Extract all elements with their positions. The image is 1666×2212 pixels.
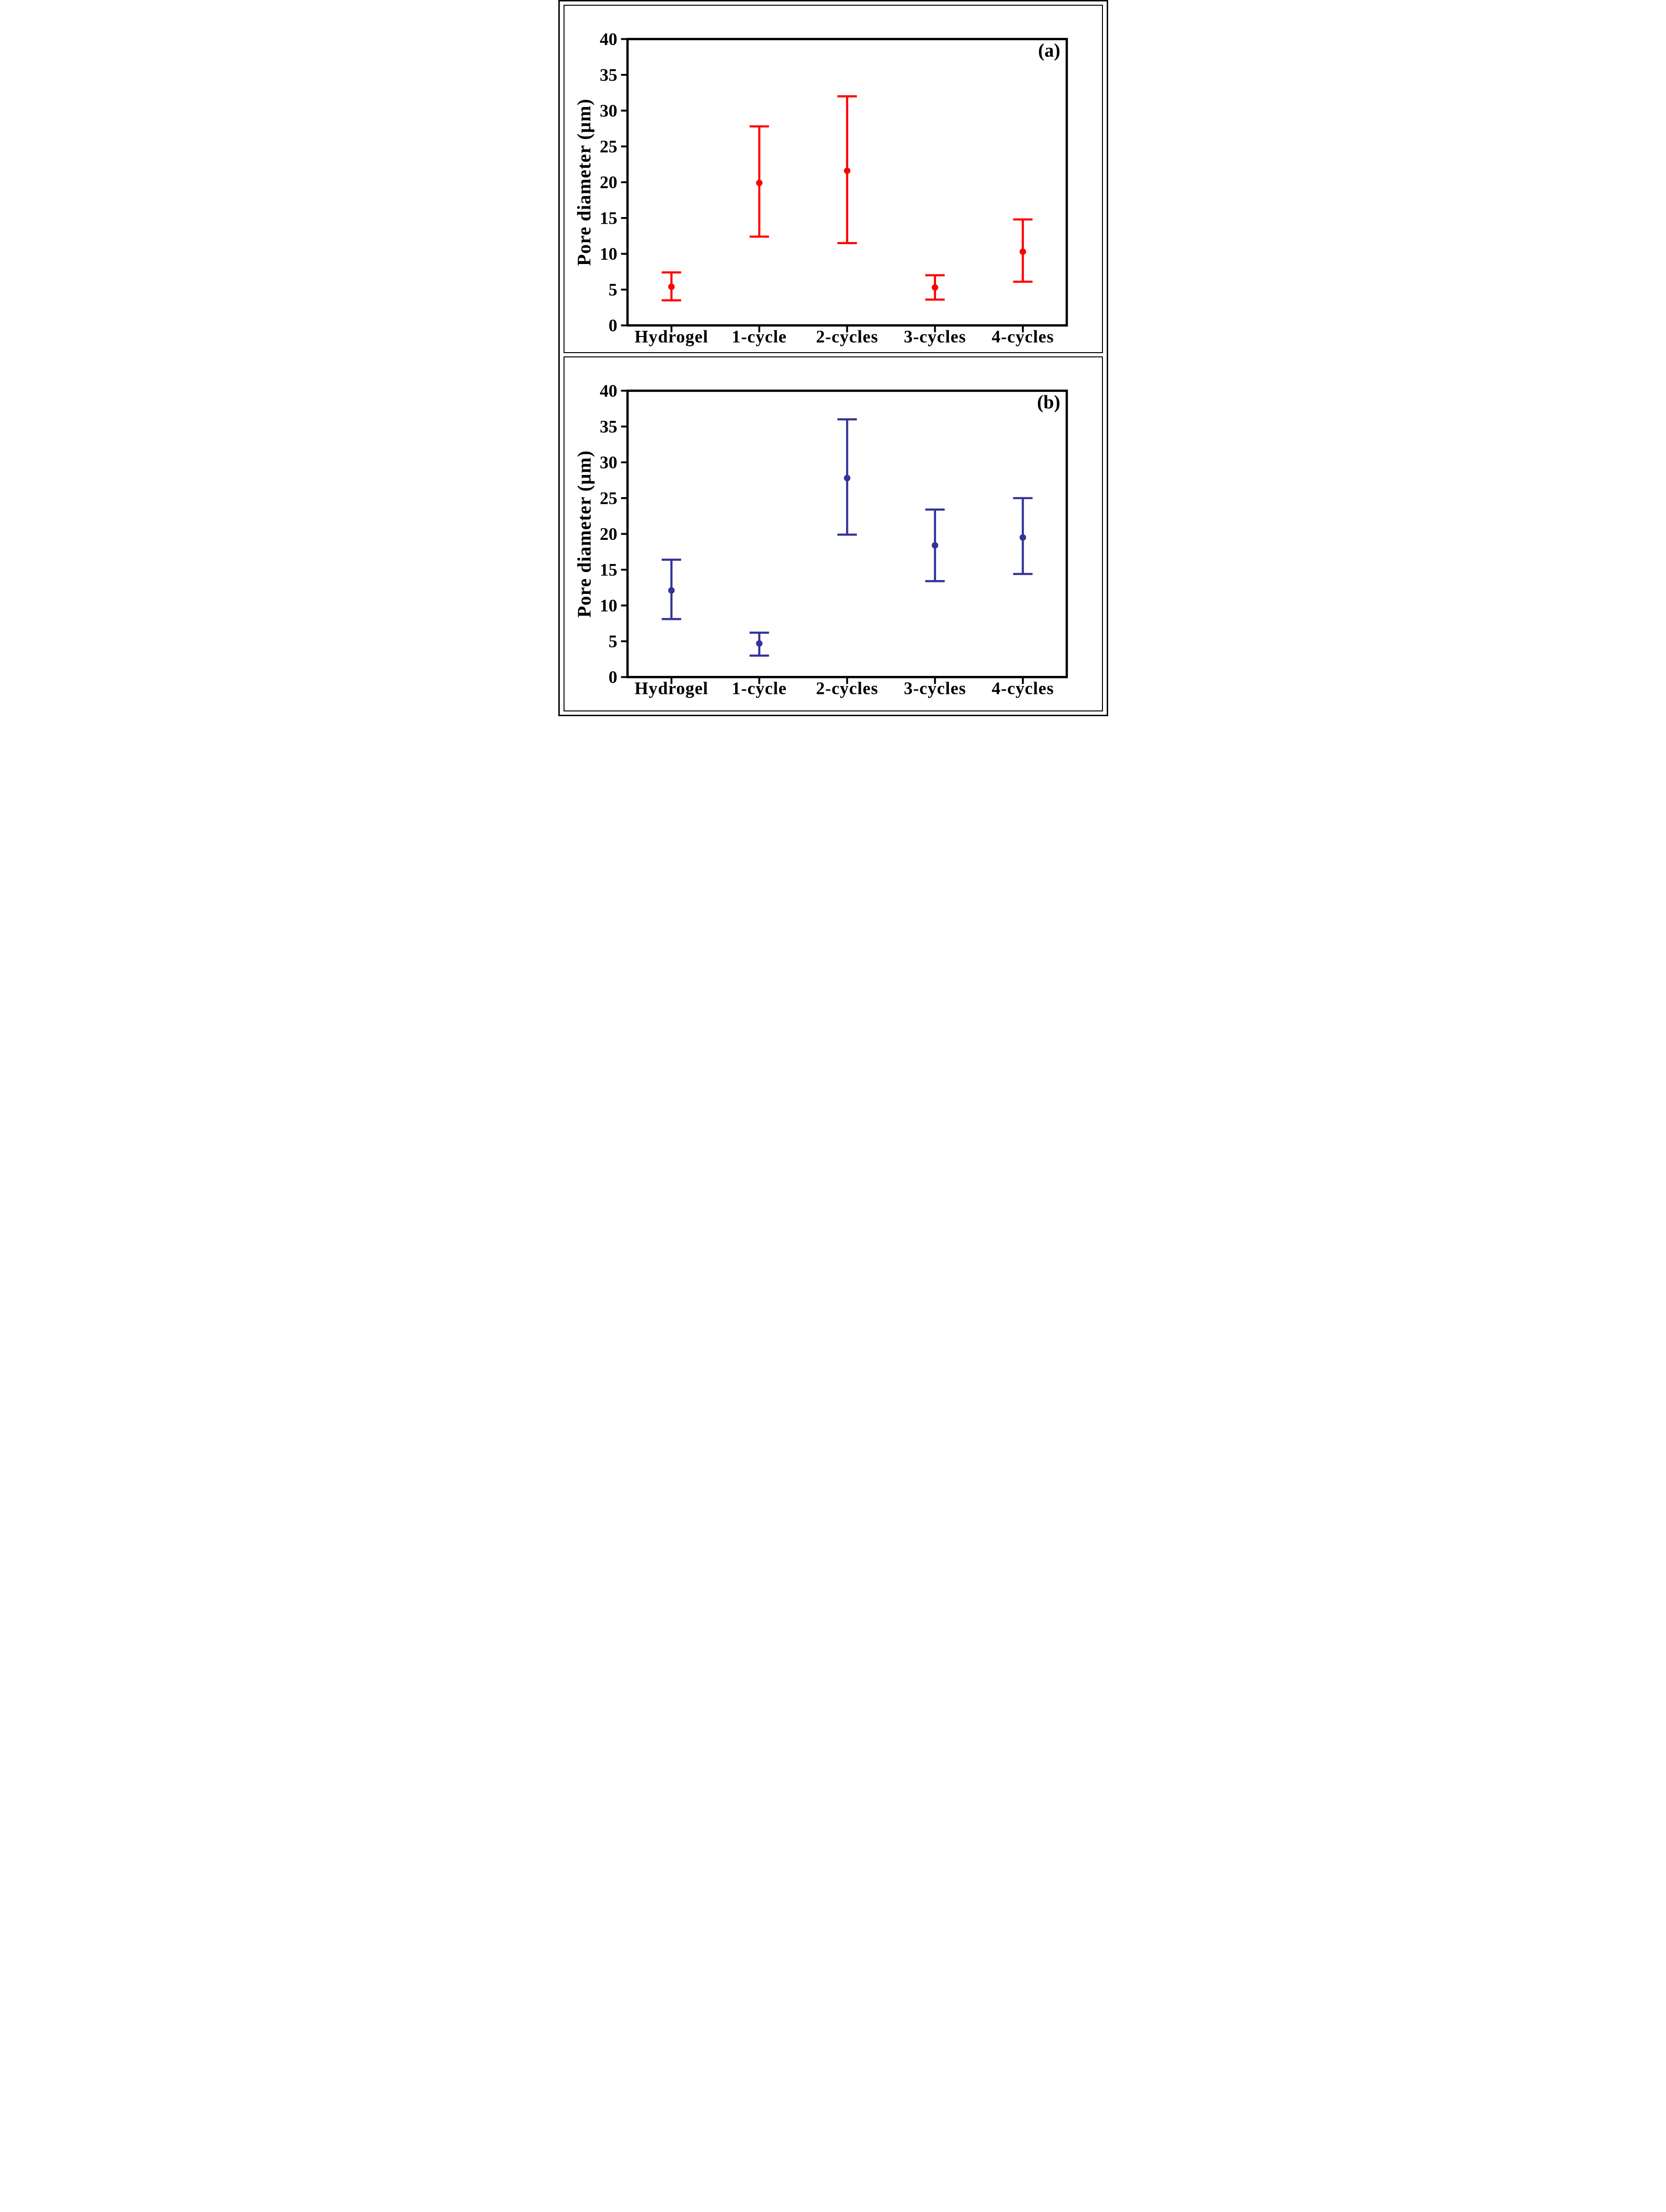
x-category-label: 2-cycles (816, 679, 878, 699)
data-point-marker (1019, 534, 1026, 541)
x-category-label: 3-cycles (903, 328, 966, 347)
y-tick-label: 40 (600, 382, 617, 401)
figure-page: 0 5 10 15 20 25 30 35 40 Hydrogel 1-cycle 2-cycles 3… (558, 0, 1108, 717)
y-tick-label: 20 (600, 173, 617, 192)
x-category-label: 4-cycles (992, 679, 1054, 699)
pore-diameter-chart-a: 0 5 10 15 20 25 30 35 40 Hydrogel 1-cycle 2-cycles 3… (564, 6, 1102, 353)
panel-b: 0 5 10 15 20 25 30 35 40 Hydrogel 1-cycle 2-cycles 3… (563, 356, 1103, 712)
data-point-marker (668, 587, 674, 594)
y-axis-title: Pore diameter (µm) (573, 99, 594, 266)
x-category-label: 4-cycles (992, 328, 1054, 347)
x-category-label: Hydrogel (634, 328, 708, 347)
y-tick-label: 30 (600, 453, 617, 473)
y-tick-label: 25 (600, 137, 617, 157)
panel-letter-label: (a) (1038, 40, 1060, 61)
x-category-label: 1-cycle (731, 328, 786, 347)
y-tick-label: 30 (600, 101, 617, 121)
y-tick-label: 15 (600, 209, 617, 228)
x-category-label: Hydrogel (634, 679, 708, 699)
panel-letter-label: (b) (1037, 391, 1060, 413)
y-tick-label: 0 (608, 668, 617, 687)
pore-diameter-chart-b: 0 5 10 15 20 25 30 35 40 Hydrogel 1-cycle 2-cycles 3… (564, 357, 1102, 711)
data-point-marker (756, 180, 763, 186)
y-tick-label: 25 (600, 489, 617, 509)
data-point-marker (931, 284, 938, 291)
y-tick-label: 10 (600, 245, 617, 264)
y-tick-label: 35 (600, 66, 617, 85)
data-point-marker (1019, 248, 1026, 255)
y-tick-label: 5 (608, 281, 617, 300)
panel-a: 0 5 10 15 20 25 30 35 40 Hydrogel 1-cycle 2-cycles 3… (563, 5, 1103, 354)
y-axis-title: Pore diameter (µm) (573, 450, 594, 618)
data-point-marker (843, 167, 850, 174)
x-category-label: 1-cycle (731, 679, 786, 699)
y-tick-label: 40 (600, 30, 617, 49)
y-tick-label: 0 (608, 316, 617, 336)
y-tick-label: 10 (600, 596, 617, 616)
y-tick-label: 15 (600, 561, 617, 580)
y-tick-label: 20 (600, 525, 617, 544)
data-point-marker (931, 542, 938, 549)
data-point-marker (756, 640, 763, 647)
y-tick-label: 5 (608, 632, 617, 652)
x-category-label: 2-cycles (816, 328, 878, 347)
y-tick-label: 35 (600, 418, 617, 437)
x-category-label: 3-cycles (903, 679, 966, 699)
data-point-marker (843, 475, 850, 482)
data-point-marker (668, 283, 674, 290)
